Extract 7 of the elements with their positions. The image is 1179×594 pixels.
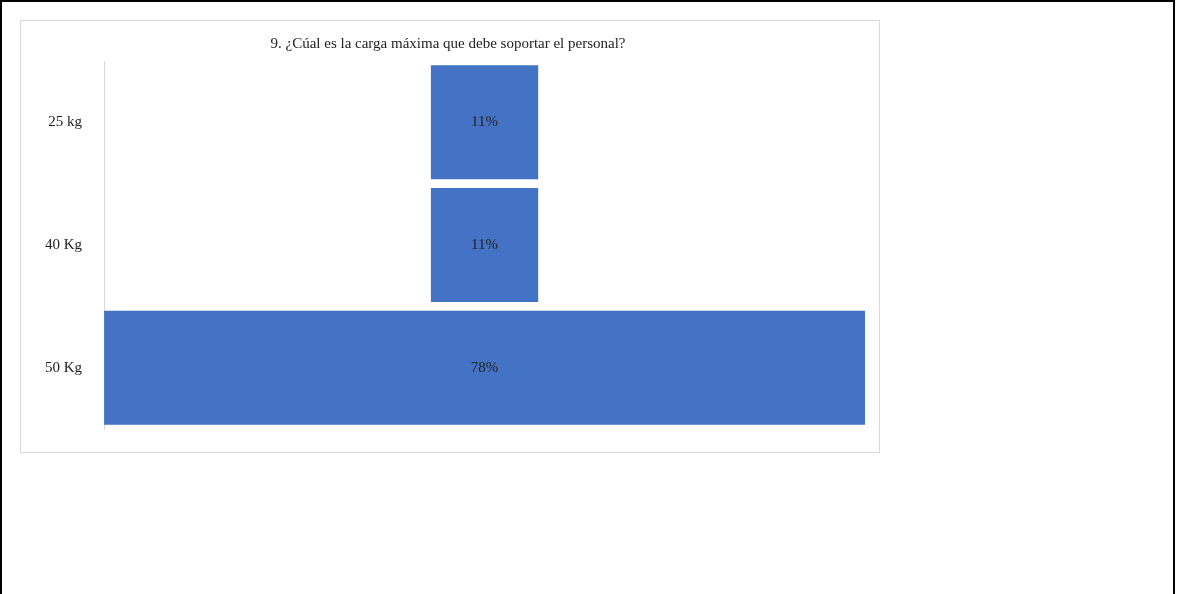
data-label: 78% xyxy=(470,358,499,375)
category-label: 25 kg xyxy=(48,113,83,130)
data-label: 11% xyxy=(471,113,499,130)
category-label: 50 Kg xyxy=(44,358,83,375)
category-label: 40 Kg xyxy=(44,235,83,252)
data-label: 11% xyxy=(471,235,499,252)
text: 9. ¿Cúal es la carga máxima que debe soportar el personal? xyxy=(270,34,626,51)
